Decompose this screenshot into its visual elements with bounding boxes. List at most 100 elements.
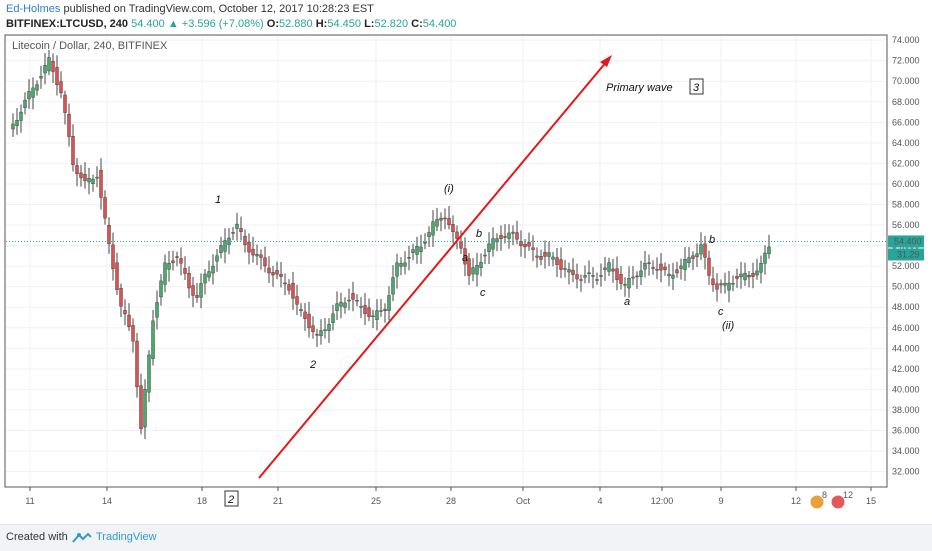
- candle-body: [371, 315, 375, 318]
- grid: [6, 36, 886, 486]
- candle-body: [35, 84, 39, 91]
- candle-body: [139, 385, 143, 430]
- candle-body: [691, 255, 695, 259]
- candle-body: [263, 257, 267, 267]
- y-tick-label: 74.000: [892, 35, 920, 45]
- candle-body: [491, 238, 495, 250]
- candle-body: [239, 228, 243, 232]
- last-price-label: 54.400: [894, 236, 922, 246]
- candle-body: [583, 275, 587, 278]
- candle-body: [15, 120, 19, 127]
- candle-body: [555, 257, 559, 265]
- y-tick-label: 44.000: [892, 343, 920, 353]
- candle-body: [563, 268, 567, 270]
- candle-body: [679, 265, 683, 269]
- wave-label: a: [624, 296, 630, 308]
- candle-body: [155, 302, 159, 318]
- candle-body: [247, 241, 251, 253]
- candle-body: [511, 231, 515, 234]
- candle-body: [375, 310, 379, 320]
- candle-body: [655, 269, 659, 271]
- candle-body: [279, 274, 283, 277]
- candle-body: [179, 258, 183, 264]
- candle-body: [23, 99, 27, 108]
- candle-body: [571, 269, 575, 275]
- candle-body: [363, 305, 367, 314]
- candle-body: [115, 262, 119, 290]
- candle-body: [303, 311, 307, 320]
- candle-body: [207, 271, 211, 278]
- candle-body: [467, 258, 471, 276]
- y-tick-label: 48.000: [892, 302, 920, 312]
- candle-body: [683, 258, 687, 270]
- candle-body: [579, 279, 583, 281]
- candle-body: [615, 268, 619, 281]
- y-tick-label: 34.000: [892, 446, 920, 456]
- candle-body: [523, 244, 527, 248]
- candle-body: [391, 277, 395, 295]
- event-badges[interactable]: 8 12: [809, 490, 853, 510]
- candle-body: [407, 256, 411, 259]
- chart-area[interactable]: Litecoin / Dollar, 240, BITFINEX 74.000 7…: [4, 34, 928, 522]
- y-tick-label: 62.000: [892, 158, 920, 168]
- candle-body: [575, 274, 579, 280]
- symbol-line: BITFINEX:LTCUSD, 240 54.400 ▲ +3.596 (+7…: [6, 18, 456, 30]
- wave-label: b: [476, 228, 482, 240]
- close-value: 54.400: [422, 18, 457, 30]
- candle-body: [227, 237, 231, 245]
- high-label: H:: [315, 18, 328, 30]
- last-price-tag: [888, 235, 924, 248]
- author-link[interactable]: Ed-Holmes: [6, 3, 61, 15]
- flag-icon[interactable]: [809, 494, 825, 510]
- candle-body: [659, 263, 663, 271]
- candle-body: [639, 270, 643, 277]
- wave-box: [689, 78, 704, 95]
- candle-body: [707, 257, 711, 276]
- candle-body: [143, 389, 147, 428]
- candle-body: [55, 67, 59, 86]
- price-tags: 54.400 31.29: [888, 235, 924, 261]
- tradingview-logo-icon[interactable]: [72, 532, 92, 544]
- change-value: +3.596 (+7.08%): [181, 18, 264, 30]
- x-tick-label: 25: [371, 496, 381, 506]
- y-tick-label: 38.000: [892, 405, 920, 415]
- candle-body: [559, 259, 563, 270]
- candle-body: [699, 244, 703, 255]
- boxed-wave-label: 3: [693, 82, 700, 94]
- wave-label: a: [462, 252, 468, 264]
- tradingview-link[interactable]: TradingView: [96, 531, 157, 543]
- wave-label: Primary wave: [606, 82, 673, 94]
- candle-body: [499, 235, 503, 239]
- candle-body: [399, 263, 403, 267]
- candlestick-chart[interactable]: Litecoin / Dollar, 240, BITFINEX 74.0007…: [4, 34, 928, 522]
- candle-body: [195, 295, 199, 298]
- candle-body: [543, 252, 547, 257]
- candle-body: [607, 262, 611, 272]
- arrow-head: [600, 55, 612, 67]
- candle-body: [531, 247, 535, 250]
- candle-body: [423, 242, 427, 244]
- symbol-name: BITFINEX:LTCUSD, 240: [6, 18, 129, 30]
- y-tick-label: 70.000: [892, 76, 920, 86]
- candle-body: [343, 302, 347, 308]
- flag-icon[interactable]: [830, 494, 846, 510]
- candle-body: [419, 246, 423, 252]
- candle-body: [235, 223, 239, 229]
- x-tick-label: 14: [102, 496, 112, 506]
- candle-body: [199, 283, 203, 298]
- candle-body: [515, 232, 519, 240]
- candle-body: [539, 256, 543, 260]
- candle-body: [75, 165, 79, 175]
- candle-body: [231, 232, 235, 234]
- candle-body: [187, 273, 191, 289]
- candle-body: [487, 243, 491, 252]
- candle-body: [603, 267, 607, 270]
- x-tick-label: Oct: [516, 496, 531, 506]
- candle-body: [379, 310, 383, 312]
- candle-body: [103, 197, 107, 219]
- candle-body: [647, 262, 651, 264]
- candle-body: [599, 275, 603, 277]
- y-tick-label: 68.000: [892, 97, 920, 107]
- candle-body: [271, 272, 275, 276]
- candle-body: [763, 252, 767, 264]
